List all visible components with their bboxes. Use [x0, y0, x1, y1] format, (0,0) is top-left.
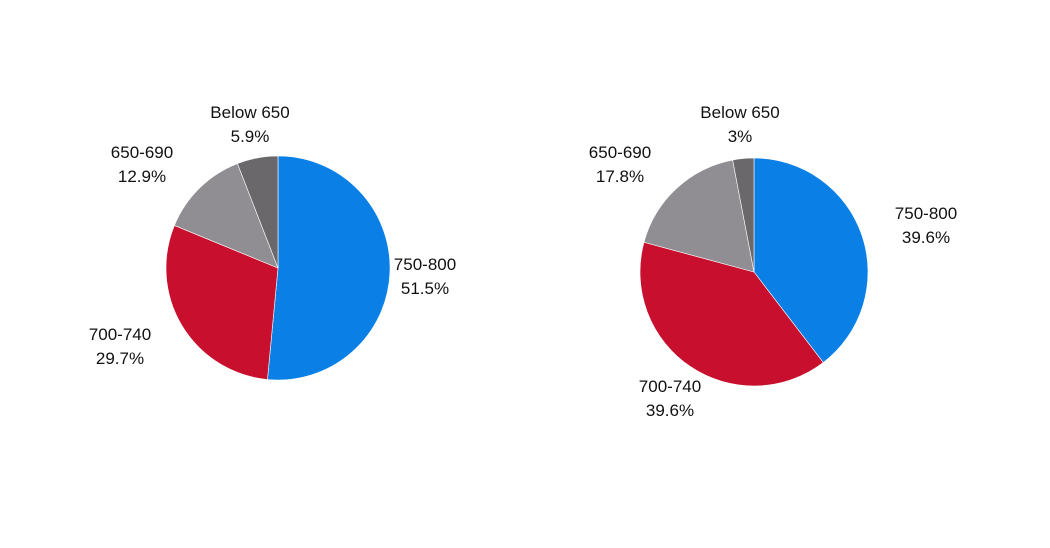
slice-value-label-750-800: 39.6% — [902, 228, 950, 247]
slice-category-label-below-650: Below 650 — [210, 103, 289, 122]
slice-category-label-750-800: 750-800 — [394, 255, 456, 274]
slice-value-label-650-690: 17.8% — [596, 167, 644, 186]
slice-category-label-below-650: Below 650 — [700, 103, 779, 122]
pie-slice-750-800 — [753, 157, 869, 363]
slice-value-label-650-690: 12.9% — [118, 167, 166, 186]
slice-category-label-750-800: 750-800 — [895, 204, 957, 223]
slice-value-label-below-650: 3% — [728, 127, 753, 146]
slice-category-label-700-740: 700-740 — [639, 377, 701, 396]
slice-category-label-650-690: 650-690 — [589, 143, 651, 162]
slice-value-label-700-740: 29.7% — [96, 349, 144, 368]
pie-chart-left: 750-800 51.5% 700-740 29.7% 650-690 12.9% Belo… — [89, 103, 456, 381]
pie-slice-below-650 — [732, 157, 755, 273]
pie-slice-650-690 — [173, 163, 279, 269]
pie-slice-750-800 — [267, 155, 391, 381]
slice-value-label-below-650: 5.9% — [231, 127, 270, 146]
slice-value-label-700-740: 39.6% — [646, 401, 694, 420]
pie-slice-700-740 — [639, 241, 824, 387]
pie-slice-700-740 — [165, 225, 279, 380]
slice-value-label-750-800: 51.5% — [401, 279, 449, 298]
pie-slice-below-650 — [237, 155, 279, 269]
slice-category-label-700-740: 700-740 — [89, 325, 151, 344]
pie-slice-650-690 — [643, 159, 755, 273]
slice-category-label-650-690: 650-690 — [111, 143, 173, 162]
pie-chart-right: 750-800 39.6% 700-740 39.6% 650-690 17.8% Belo… — [589, 103, 957, 420]
